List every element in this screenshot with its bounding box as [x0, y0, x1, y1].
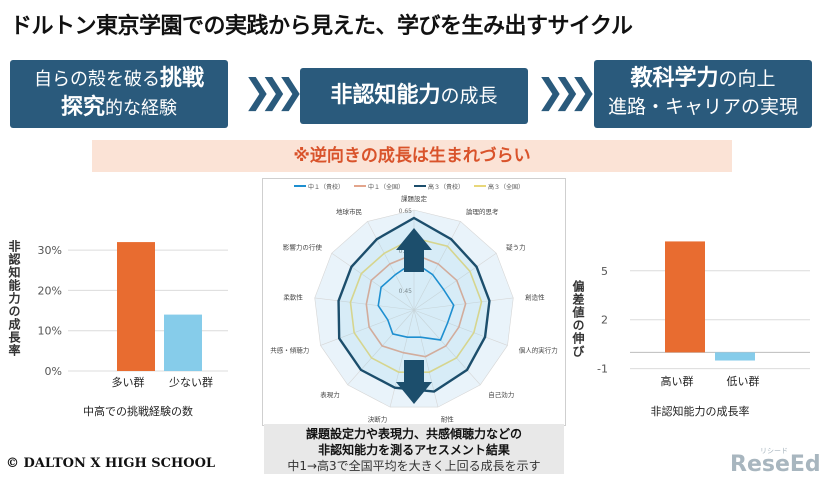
- flow-box-noncognitive: 非認知能力の成長: [300, 68, 528, 124]
- radar-spoke: [413, 252, 497, 311]
- radar-spoke: [389, 309, 415, 408]
- x-tick-label: 低い群: [727, 374, 760, 388]
- bar: [164, 314, 202, 371]
- flow-box-academic: 教科学力の向上 進路・キャリアの実現: [594, 60, 812, 128]
- y-tick-label: 2: [601, 314, 608, 327]
- radar-caption: 課題設定力や表現力、共感傾聴力などの 非認知能力を測るアセスメント結果 中1→高…: [264, 424, 564, 474]
- radar-tick-label: 0.65: [399, 208, 413, 215]
- radar-spoke: [413, 297, 514, 311]
- copyright-footer: © DALTON X HIGH SCHOOL: [6, 456, 216, 471]
- radar-axis-label: 柔軟性: [283, 292, 303, 301]
- page-title: ドルトン東京学園での実践から見えた、学びを生み出すサイクル: [10, 14, 633, 39]
- flow2-post: の成長: [440, 85, 498, 107]
- radar-spoke: [413, 221, 461, 311]
- right-chart-ylabel: 偏差値の伸び: [571, 280, 585, 358]
- left-chart-ylabel: 非認知能力の成長率: [7, 240, 21, 357]
- y-tick-label: 30%: [38, 244, 62, 257]
- caption-line1: 課題設定力や表現力、共感傾聴力などの: [305, 427, 522, 441]
- radar-axis-label: 表現力: [320, 390, 340, 399]
- x-tick-label: 多い群: [112, 375, 145, 389]
- bar: [665, 241, 705, 353]
- x-tick-label: 高い群: [661, 374, 694, 388]
- chevron-arrow-icon: ❯❯❯: [536, 72, 598, 112]
- radar-spoke: [413, 309, 481, 386]
- radar-axis-label: 疑う力: [506, 242, 526, 251]
- warning-banner: ※逆向きの成長は生まれづらい: [92, 140, 732, 172]
- radar-spoke: [367, 221, 415, 311]
- radar-axis-label: 課題設定: [401, 194, 428, 203]
- legend-label: 高３（貴校）: [428, 183, 464, 191]
- flow1-bold2: 探究: [60, 95, 105, 120]
- bar: [715, 352, 755, 361]
- legend-label: 中１（全国）: [368, 183, 404, 191]
- flow3-bold: 教科学力: [630, 66, 719, 91]
- caption-line3: 中1→高3で全国平均を大きく上回る成長を示す: [287, 459, 541, 473]
- up-arrow-icon: [396, 228, 432, 272]
- down-arrow-icon: [396, 360, 432, 404]
- radar-spoke: [331, 252, 415, 311]
- x-axis-label: 中高での挑戦経験の数: [83, 404, 193, 418]
- radar-axis-label: 論理的思考: [466, 207, 499, 216]
- flow1-bold1: 挑戦: [159, 66, 204, 91]
- y-tick-label: 20%: [38, 284, 62, 297]
- radar-axis-label: 決断力: [368, 415, 388, 424]
- radar-spoke: [314, 297, 415, 311]
- y-tick-label: -1: [597, 363, 608, 376]
- radar-axis-label: 共感・傾聴力: [270, 346, 309, 355]
- radar-axis-label: 地球市民: [336, 207, 362, 216]
- radar-chart: 中１（貴校） 中１（全国） 高３（貴校） 高３（全国） 課題設定論理的思考疑う力創造性個…: [262, 178, 566, 426]
- logo-subtext: リシード: [760, 447, 788, 455]
- y-tick-label: 0%: [45, 365, 62, 378]
- flow3-line2: 進路・キャリアの実現: [607, 96, 798, 118]
- radar-axis-label: 個人的実行力: [519, 346, 558, 355]
- radar-axis-label: 影響力の行使: [283, 242, 323, 251]
- bar: [117, 242, 155, 371]
- flow-box-challenge: 自らの殻を破る挑戦 探究的な経験: [10, 60, 228, 128]
- radar-spoke: [347, 309, 415, 386]
- x-tick-label: 少ない群: [169, 375, 213, 389]
- x-axis-label: 非認知能力の成長率: [651, 404, 750, 418]
- radar-spoke: [413, 309, 508, 346]
- radar-series: [377, 261, 455, 341]
- radar-axis-label: 耐性: [441, 415, 455, 424]
- legend-label: 中１（貴校）: [308, 183, 344, 191]
- caption-line2: 非認知能力を測るアセスメント結果: [318, 443, 510, 457]
- flow1-post: 的な経験: [105, 98, 177, 119]
- radar-series: [365, 253, 467, 358]
- flow1-pre: 自らの殻を破る: [33, 69, 160, 90]
- reseed-logo: ReseEd: [730, 452, 821, 477]
- flow2-bold: 非認知能力: [330, 83, 441, 108]
- radar-axis-label: 自己効力: [488, 390, 514, 399]
- y-tick-label: 10%: [38, 325, 62, 338]
- y-tick-label: 5: [601, 265, 608, 278]
- radar-tick-label: 0.45: [399, 288, 413, 295]
- flow3-post: の向上: [718, 68, 776, 90]
- radar-spoke: [320, 309, 415, 346]
- chevron-arrow-icon: ❯❯❯: [243, 72, 305, 112]
- radar-axis-label: 創造性: [525, 292, 545, 301]
- legend-label: 高３（全国）: [488, 183, 524, 191]
